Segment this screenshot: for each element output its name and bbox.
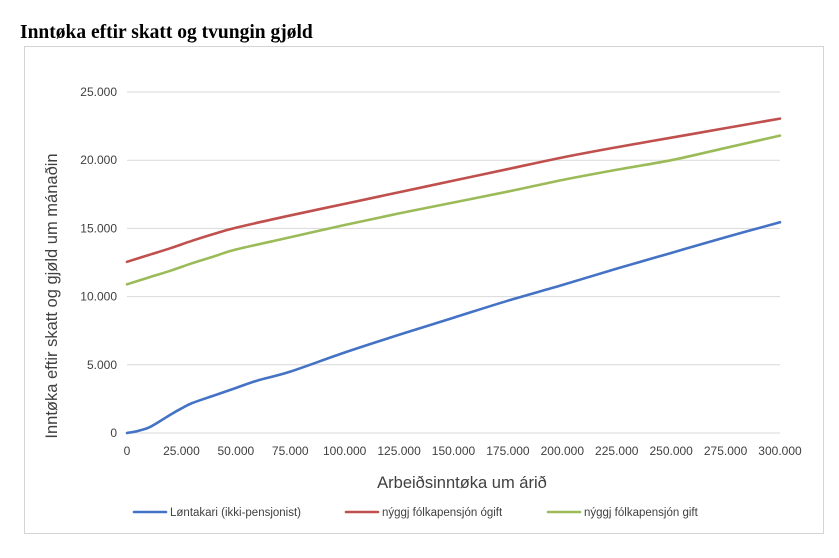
series-line-3 [125, 134, 782, 286]
legend-label-3: nýggj fólkapensjón gift [584, 507, 699, 519]
chart-frame [24, 46, 824, 534]
x-tick-label: 300.000 [758, 444, 802, 458]
page-title: Inntøka eftir skatt og tvungin gjøld [20, 22, 313, 43]
x-tick-label: 100.000 [323, 444, 367, 458]
x-axis-title: Arbeiðsinntøka um árið [377, 474, 547, 492]
x-tick-label: 250.000 [649, 444, 693, 458]
legend-label-2: nýggj fólkapensjón ógift [382, 507, 503, 519]
series-line-2 [125, 117, 782, 264]
x-tick-label: 0 [124, 444, 131, 458]
x-tick-label: 50.000 [217, 444, 254, 458]
x-tick-label: 75.000 [272, 444, 309, 458]
x-tick-label: 200.000 [541, 444, 585, 458]
series-lines [125, 117, 782, 435]
legend-label-1: Løntakari (ikki-pensjonist) [170, 507, 301, 519]
legend: Løntakari (ikki-pensjonist) nýggj fólkape… [132, 507, 699, 519]
y-tick-label: 5.000 [87, 358, 117, 372]
x-tick-label: 225.000 [595, 444, 639, 458]
x-axis-ticks: 0 25.000 50.000 75.000 100.000 125.000 150.000… [124, 444, 802, 458]
y-tick-label: 25.000 [80, 85, 117, 99]
y-tick-label: 15.000 [80, 221, 117, 235]
x-tick-label: 150.000 [432, 444, 476, 458]
series-line-1 [125, 220, 782, 435]
y-axis-title: Inntøka eftir skatt og gjøld um mánaðin [43, 153, 61, 438]
y-axis-ticks: 0 5.000 10.000 15.000 20.000 25.000 [80, 85, 117, 440]
y-tick-label: 10.000 [80, 290, 117, 304]
x-tick-label: 125.000 [377, 444, 421, 458]
x-tick-label: 275.000 [704, 444, 748, 458]
y-tick-label: 20.000 [80, 153, 117, 167]
x-tick-label: 175.000 [486, 444, 530, 458]
y-tick-label: 0 [110, 426, 117, 440]
gridlines [127, 91, 780, 366]
x-tick-label: 25.000 [163, 444, 200, 458]
